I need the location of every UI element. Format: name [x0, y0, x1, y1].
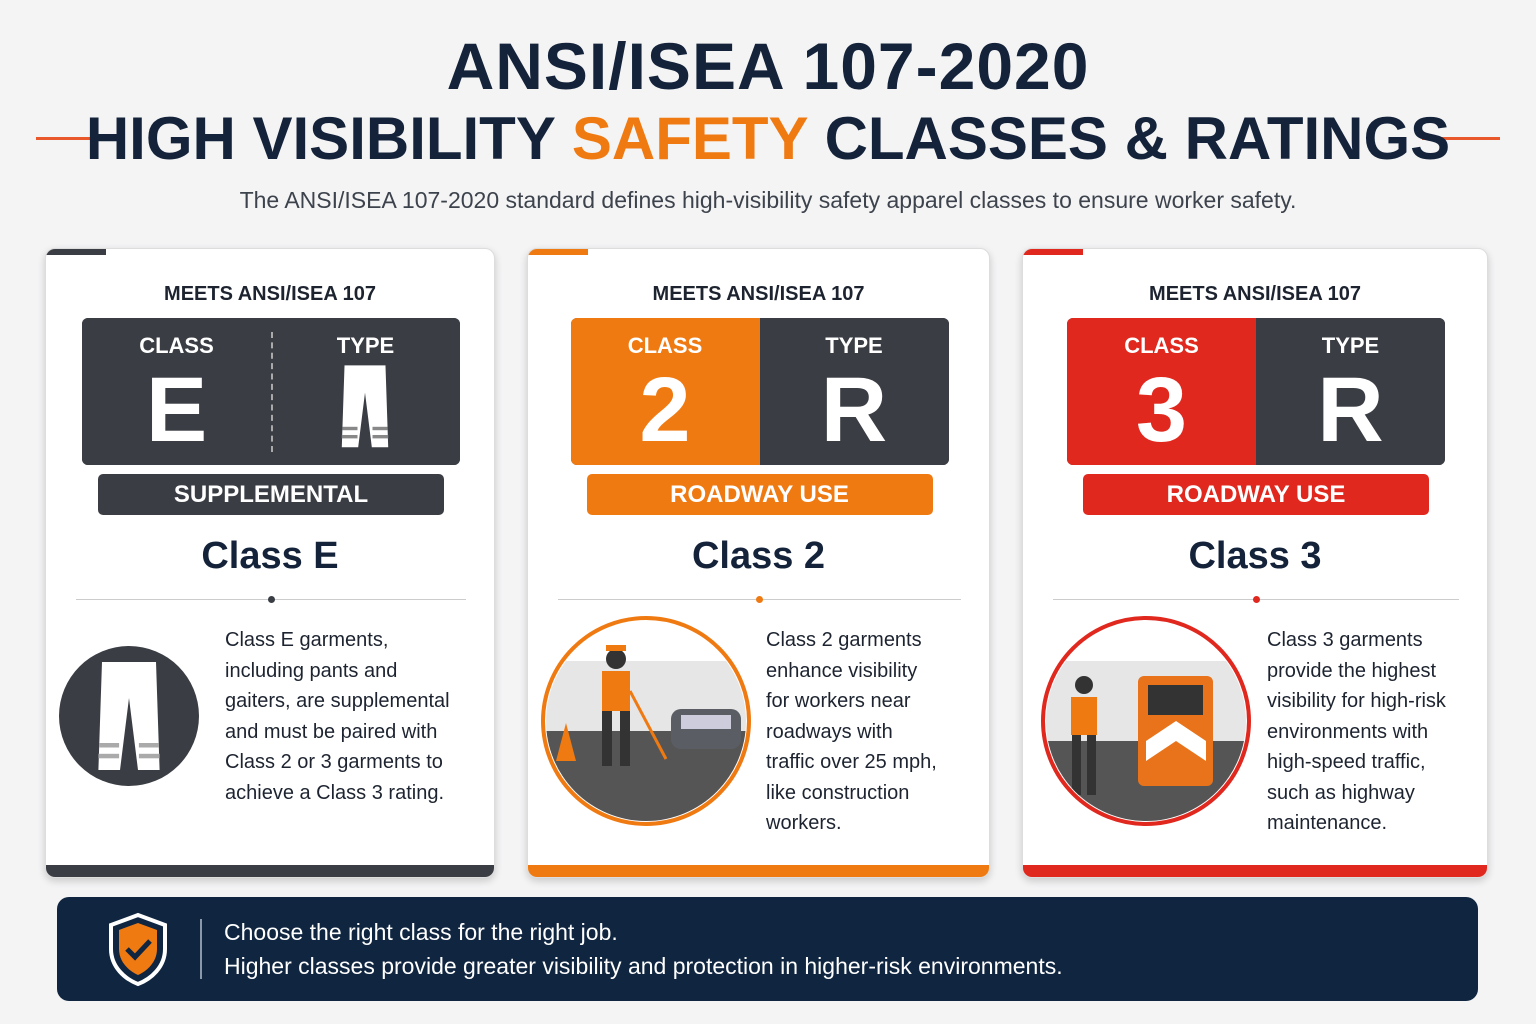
description-line: enhance visibility: [766, 659, 918, 682]
description-line: such as highway: [1267, 781, 1415, 804]
class-value: 3: [1135, 359, 1188, 461]
description: Class 2 garments enhance visibility for wo…: [766, 625, 937, 839]
title-highlight: SAFETY: [571, 105, 809, 172]
class-name: Class E: [201, 535, 339, 577]
footer-line: Higher classes provide greater visibilit…: [224, 953, 1063, 979]
type-label: TYPE: [1321, 333, 1380, 358]
description-line: provide the highest: [1267, 659, 1437, 682]
standard-label: MEETS ANSI/ISEA 107: [164, 283, 376, 305]
card: MEETS ANSI/ISEA 107 CLASS E TYPE SUPPLEMENTA…: [45, 248, 495, 878]
class-value: E: [145, 359, 208, 461]
pants-icon: [341, 365, 389, 448]
type-panel: TYPE R: [759, 318, 949, 465]
divider-dot: [267, 596, 275, 603]
banner-divider: [200, 919, 202, 979]
type-panel: TYPE R: [1256, 318, 1445, 465]
description-line: like construction: [766, 781, 910, 804]
card-footer-bar: [1023, 865, 1487, 877]
standard-label: MEETS ANSI/ISEA 107: [652, 283, 865, 305]
footer-banner: Choose the right class for the right job…: [57, 897, 1478, 1001]
card-footer-bar: [46, 865, 494, 877]
card-accent: [528, 249, 588, 255]
class-label: CLASS: [139, 333, 214, 358]
class-panel: CLASS E: [82, 318, 271, 465]
divider-dot: [756, 596, 763, 603]
title-line: HIGH VISIBILITY SAFETY CLASSES & RATINGS: [0, 104, 1536, 173]
class-label: CLASS: [1124, 333, 1199, 358]
footer-line: Choose the right class for the right job…: [224, 919, 618, 945]
rating-badge: CLASS 3 TYPE R: [1067, 318, 1445, 465]
subtitle: The ANSI/ISEA 107-2020 standard defines …: [239, 187, 1297, 213]
title-rule: [36, 137, 114, 140]
description-line: traffic over 25 mph,: [766, 751, 937, 773]
description-line: achieve a Class 3 rating.: [225, 781, 445, 804]
description-line: Class 3 garments: [1267, 629, 1423, 651]
divider-dot: [1252, 596, 1260, 603]
class-label: CLASS: [627, 333, 703, 358]
description-line: and must be paired with: [225, 720, 438, 743]
type-label: TYPE: [825, 333, 883, 358]
title-part: CLASSES & RATINGS: [824, 105, 1451, 172]
title: ANSI/ISEA 107-2020: [446, 29, 1090, 103]
use-band: ROADWAY USE: [1083, 474, 1429, 515]
badge-divider: [271, 332, 273, 452]
description: Class 3 garments provide the highest visib…: [1267, 625, 1446, 839]
description-line: environments with: [1267, 720, 1429, 743]
description-line: gaiters, are supplemental: [225, 690, 450, 712]
description-line: for workers near: [766, 690, 911, 712]
card: MEETS ANSI/ISEA 107 CLASS 2 TYPE R ROADWAY US…: [527, 248, 990, 878]
class-value: 2: [639, 359, 691, 461]
class-panel: CLASS 3: [1067, 318, 1256, 465]
card-accent: [46, 249, 106, 255]
description-line: Class E garments,: [225, 629, 389, 651]
description-line: Class 2 or 3 garments to: [225, 751, 443, 773]
illustration: [541, 616, 751, 826]
class-panel: CLASS 2: [570, 318, 760, 465]
description-line: visibility for high-risk: [1267, 690, 1446, 712]
illustration: [1041, 616, 1251, 826]
rating-badge: CLASS 2 TYPE R: [570, 318, 949, 465]
card-footer-bar: [528, 865, 989, 877]
type-panel: TYPE: [271, 318, 460, 465]
description-line: roadways with: [766, 720, 893, 743]
use-band: SUPPLEMENTAL: [98, 474, 444, 515]
title-part: HIGH VISIBILITY: [85, 105, 556, 172]
type-value: R: [1317, 359, 1384, 461]
standard-label: MEETS ANSI/ISEA 107: [1149, 283, 1361, 305]
class-name: Class 3: [1188, 535, 1322, 577]
description-line: high-speed traffic,: [1267, 751, 1426, 773]
class-name: Class 2: [691, 535, 826, 577]
description-line: Class 2 garments: [766, 629, 922, 651]
rating-badge: CLASS E TYPE: [82, 318, 460, 465]
use-band: ROADWAY USE: [586, 474, 933, 515]
shield-icon: [109, 912, 167, 987]
card: MEETS ANSI/ISEA 107 CLASS 3 TYPE R ROADWAY US…: [1022, 248, 1488, 878]
type-label: TYPE: [336, 333, 395, 358]
description: Class E garments, including pants and gait…: [225, 625, 450, 808]
description-line: including pants and: [225, 659, 398, 682]
description-line: workers.: [766, 812, 842, 834]
type-value: R: [820, 359, 888, 461]
title-rule: [1422, 137, 1500, 140]
illustration: [59, 646, 199, 786]
description-line: maintenance.: [1267, 812, 1388, 834]
card-accent: [1023, 249, 1083, 255]
